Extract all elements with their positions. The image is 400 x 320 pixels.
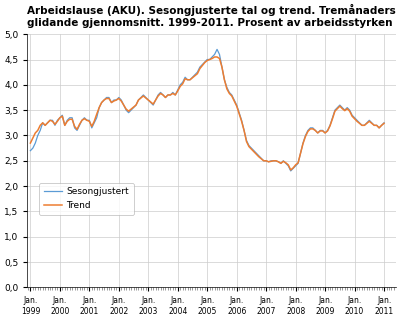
Trend xyxy=(362,124,367,127)
Line: Sesongjustert: Sesongjustert xyxy=(30,49,384,171)
Sesongjustert xyxy=(215,47,220,51)
Trend xyxy=(212,55,217,59)
Text: Arbeidslause (AKU). Sesongjusterte tal og trend. Tremånaders
glidande gjennomsni: Arbeidslause (AKU). Sesongjusterte tal o… xyxy=(28,4,396,28)
Line: Trend: Trend xyxy=(30,57,384,170)
Trend xyxy=(310,127,315,131)
Sesongjustert xyxy=(234,103,239,107)
Sesongjustert xyxy=(30,146,35,150)
Trend xyxy=(234,104,239,108)
Sesongjustert xyxy=(288,169,293,173)
Sesongjustert xyxy=(300,141,305,145)
Trend xyxy=(45,121,50,125)
Sesongjustert xyxy=(382,121,386,125)
Sesongjustert xyxy=(45,121,50,125)
Legend: Sesongjustert, Trend: Sesongjustert, Trend xyxy=(39,183,134,214)
Trend xyxy=(288,168,293,172)
Trend xyxy=(382,121,386,125)
Sesongjustert xyxy=(28,149,33,153)
Trend xyxy=(28,141,33,145)
Sesongjustert xyxy=(362,124,367,127)
Sesongjustert xyxy=(310,126,315,130)
Trend xyxy=(30,136,35,140)
Trend xyxy=(300,142,305,146)
